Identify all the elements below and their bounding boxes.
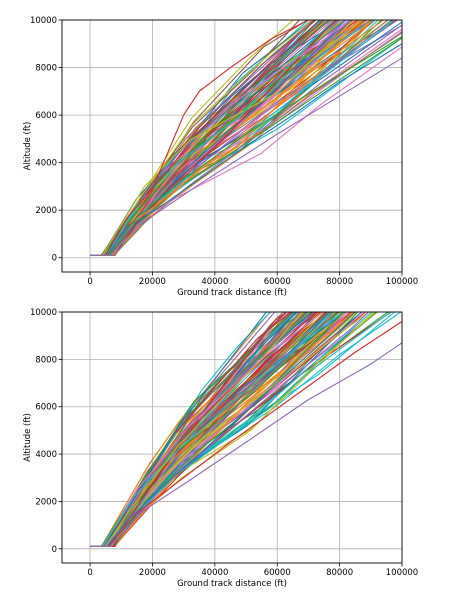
y-tick-label: 6000 — [35, 111, 57, 121]
tick-labels: 0 20000 40000 60000 80000 100000 0 2000 4000 6000… — [30, 16, 418, 287]
y-axis-label: Altitude (ft) — [23, 413, 33, 462]
x-tick-label: 60000 — [264, 277, 291, 287]
y-tick-label: 0 — [52, 254, 57, 264]
x-tick-label: 80000 — [326, 568, 353, 578]
x-tick-label: 100000 — [386, 277, 418, 287]
x-tick-label: 100000 — [386, 568, 418, 578]
series-group — [90, 20, 402, 256]
axes-frame — [61, 311, 403, 564]
x-tick-label: 80000 — [326, 277, 353, 287]
x-tick-label: 60000 — [264, 568, 291, 578]
x-axis-label: Ground track distance (ft) — [177, 288, 287, 298]
x-tick-label: 20000 — [139, 568, 166, 578]
tick-labels: 0 20000 40000 60000 80000 100000 0 2000 4000 6000… — [30, 308, 418, 578]
y-tick-label: 4000 — [35, 159, 57, 169]
y-tick-label: 0 — [52, 545, 57, 555]
series-line — [90, 20, 337, 256]
y-tick-label: 10000 — [30, 16, 57, 26]
y-tick-label: 10000 — [30, 308, 57, 318]
series-line — [90, 57, 402, 256]
chart-panel-1: 0 20000 40000 60000 80000 100000 0 2000 4000 6000… — [23, 16, 418, 298]
x-tick-label: 40000 — [201, 568, 228, 578]
series-line — [90, 342, 402, 547]
y-tick-label: 8000 — [35, 355, 57, 365]
y-axis-label: Altitude (ft) — [23, 122, 33, 171]
y-tick-label: 8000 — [35, 64, 57, 74]
axes-frame — [61, 19, 403, 273]
y-tick-label: 4000 — [35, 450, 57, 460]
y-tick-label: 2000 — [35, 206, 57, 216]
series-line — [90, 31, 402, 256]
grid — [62, 311, 403, 563]
x-tick-label: 20000 — [139, 277, 166, 287]
series-line — [90, 312, 318, 547]
y-tick-label: 2000 — [35, 497, 57, 507]
chart-panel-2: 0 20000 40000 60000 80000 100000 0 2000 4000 6000… — [23, 308, 418, 589]
x-axis-label: Ground track distance (ft) — [177, 579, 287, 589]
series-group — [90, 312, 402, 547]
x-tick-label: 0 — [87, 568, 92, 578]
x-tick-label: 0 — [87, 277, 92, 287]
series-line — [90, 312, 288, 547]
y-tick-label: 6000 — [35, 403, 57, 413]
x-tick-label: 40000 — [201, 277, 228, 287]
